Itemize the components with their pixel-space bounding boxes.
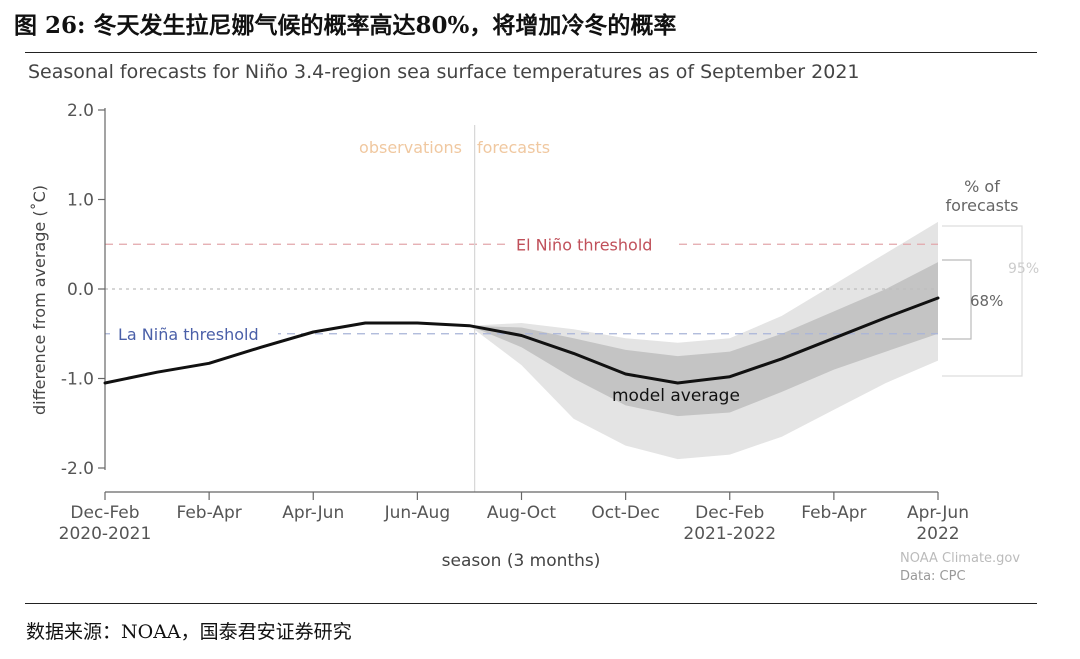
- x-tick-label: Feb-Apr: [176, 503, 241, 523]
- y-tick-label: -1.0: [61, 370, 94, 390]
- credit-line-2: Data: CPC: [900, 569, 966, 584]
- forecast-bands: [469, 221, 938, 460]
- x-tick-label: Aug-Oct: [487, 503, 557, 523]
- band-95-percent: [469, 221, 938, 460]
- y-tick-label: 0.0: [67, 280, 94, 300]
- figure-source: 数据来源：NOAA，国泰君安证券研究: [26, 621, 352, 643]
- bracket-68: [942, 259, 972, 340]
- x-tick-label: Dec-Feb: [695, 503, 764, 523]
- model-average-line: [103, 296, 940, 385]
- bottom-rule: [25, 603, 1037, 604]
- pct-of-forecasts-title-1: % of: [964, 177, 1000, 196]
- band-68-percent: [469, 262, 938, 417]
- series-lines: [103, 296, 940, 385]
- x-tick-sublabel: 2020-2021: [59, 524, 152, 544]
- model-average-label: model average: [612, 386, 740, 406]
- x-tick-sublabel: 2021-2022: [683, 524, 776, 544]
- forecasts-label: forecasts: [477, 138, 550, 157]
- x-tick-label: Jun-Aug: [384, 503, 451, 523]
- axes: 2.01.00.0-1.0-2.0Dec-Feb2020-2021Feb-Apr…: [59, 101, 969, 544]
- y-tick-label: -2.0: [61, 459, 94, 479]
- pct-95-label: 95%: [1008, 261, 1039, 277]
- x-tick-label: Apr-Jun: [907, 503, 969, 523]
- credit-line-1: NOAA Climate.gov: [900, 551, 1020, 566]
- la-nina-threshold-label: La Niña threshold: [118, 325, 259, 344]
- reference-lines: El Niño threshold La Niña threshold: [105, 125, 938, 492]
- top-rule: [25, 52, 1037, 53]
- chart-title: Seasonal forecasts for Niño 3.4-region s…: [28, 61, 860, 83]
- x-tick-label: Apr-Jun: [282, 503, 344, 523]
- x-tick-sublabel: 2022: [916, 524, 959, 544]
- x-tick-label: Dec-Feb: [70, 503, 139, 523]
- bracket-95: [942, 225, 1023, 377]
- el-nino-threshold-label: El Niño threshold: [516, 235, 652, 254]
- figure-title: 图 26: 冬天发生拉尼娜气候的概率高达80%，将增加冷冬的概率: [14, 12, 677, 39]
- pct-68-label: 68%: [970, 292, 1003, 310]
- x-tick-label: Oct-Dec: [591, 503, 659, 523]
- y-axis-label: difference from average (˚C): [30, 185, 49, 415]
- y-tick-label: 1.0: [67, 191, 94, 211]
- threshold-label-bg: [508, 232, 674, 257]
- y-tick-label: 2.0: [67, 101, 94, 121]
- pct-of-forecasts-title-2: forecasts: [945, 196, 1018, 215]
- threshold-label-bg: [110, 321, 278, 346]
- x-tick-label: Feb-Apr: [801, 503, 866, 523]
- observations-label: observations: [359, 138, 462, 157]
- x-axis-label: season (3 months): [442, 551, 601, 571]
